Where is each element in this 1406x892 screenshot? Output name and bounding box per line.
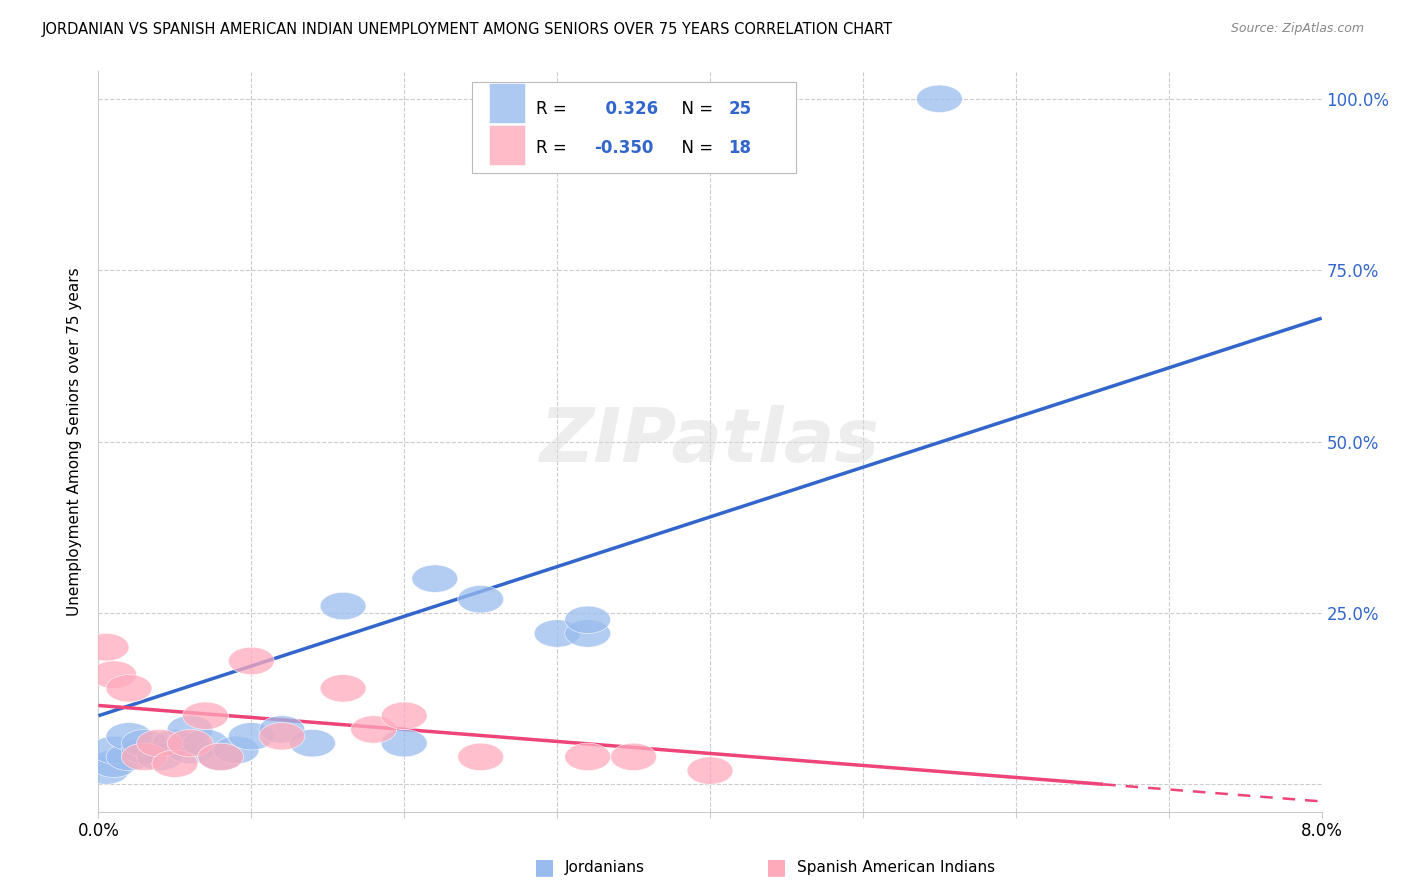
Ellipse shape (105, 743, 152, 771)
Ellipse shape (152, 730, 198, 757)
Text: ■: ■ (766, 857, 787, 877)
Ellipse shape (91, 661, 136, 689)
Ellipse shape (458, 743, 503, 771)
Ellipse shape (183, 702, 228, 730)
Text: 0.326: 0.326 (593, 100, 658, 118)
Ellipse shape (83, 757, 129, 784)
Text: Source: ZipAtlas.com: Source: ZipAtlas.com (1230, 22, 1364, 36)
Ellipse shape (259, 715, 305, 743)
Y-axis label: Unemployment Among Seniors over 75 years: Unemployment Among Seniors over 75 years (67, 268, 83, 615)
Ellipse shape (167, 736, 214, 764)
Ellipse shape (121, 730, 167, 757)
Text: Spanish American Indians: Spanish American Indians (797, 860, 995, 874)
Ellipse shape (259, 723, 305, 750)
Ellipse shape (321, 674, 366, 702)
Ellipse shape (105, 674, 152, 702)
Ellipse shape (167, 715, 214, 743)
Ellipse shape (688, 757, 733, 784)
Ellipse shape (198, 743, 243, 771)
Text: ZIPatlas: ZIPatlas (540, 405, 880, 478)
Ellipse shape (381, 730, 427, 757)
Ellipse shape (534, 620, 581, 648)
Ellipse shape (136, 743, 183, 771)
FancyBboxPatch shape (489, 125, 526, 165)
Ellipse shape (565, 606, 610, 633)
Ellipse shape (121, 736, 167, 764)
Ellipse shape (121, 743, 167, 771)
Ellipse shape (381, 702, 427, 730)
FancyBboxPatch shape (489, 83, 526, 123)
Ellipse shape (83, 633, 129, 661)
Ellipse shape (167, 730, 214, 757)
FancyBboxPatch shape (471, 82, 796, 173)
Text: 18: 18 (728, 139, 751, 157)
Ellipse shape (412, 565, 458, 592)
Ellipse shape (917, 85, 962, 112)
Text: R =: R = (536, 100, 572, 118)
Ellipse shape (183, 730, 228, 757)
Text: ■: ■ (534, 857, 555, 877)
Ellipse shape (321, 592, 366, 620)
Ellipse shape (91, 750, 136, 778)
Ellipse shape (91, 736, 136, 764)
Ellipse shape (565, 743, 610, 771)
Ellipse shape (105, 723, 152, 750)
Text: 25: 25 (728, 100, 751, 118)
Text: N =: N = (671, 100, 718, 118)
Ellipse shape (458, 585, 503, 613)
Ellipse shape (214, 736, 259, 764)
Text: Jordanians: Jordanians (565, 860, 645, 874)
Ellipse shape (350, 715, 396, 743)
Ellipse shape (228, 648, 274, 674)
Ellipse shape (198, 743, 243, 771)
Ellipse shape (565, 620, 610, 648)
Text: N =: N = (671, 139, 718, 157)
Ellipse shape (290, 730, 336, 757)
Text: R =: R = (536, 139, 572, 157)
Text: JORDANIAN VS SPANISH AMERICAN INDIAN UNEMPLOYMENT AMONG SENIORS OVER 75 YEARS CO: JORDANIAN VS SPANISH AMERICAN INDIAN UNE… (42, 22, 893, 37)
Ellipse shape (610, 743, 657, 771)
Ellipse shape (228, 723, 274, 750)
Text: -0.350: -0.350 (593, 139, 654, 157)
Ellipse shape (136, 730, 183, 757)
Ellipse shape (152, 750, 198, 778)
